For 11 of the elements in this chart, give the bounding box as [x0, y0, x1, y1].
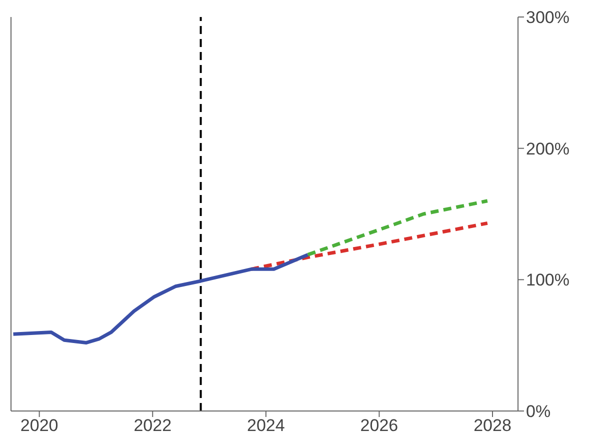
x-tick-label: 2026: [360, 416, 398, 436]
x-tick-label: 2022: [134, 416, 172, 436]
x-tick-label: 2024: [247, 416, 285, 436]
x-tick-label: 2028: [474, 416, 512, 436]
y-tick-label: 100%: [526, 270, 570, 290]
y-tick-label: 300%: [526, 8, 570, 28]
line-series: [12, 252, 310, 344]
y-tick-label: 0%: [526, 402, 551, 422]
y-tick-label: 200%: [526, 139, 570, 158]
line-series: [306, 199, 490, 256]
x-tick-label: 2020: [20, 416, 58, 436]
